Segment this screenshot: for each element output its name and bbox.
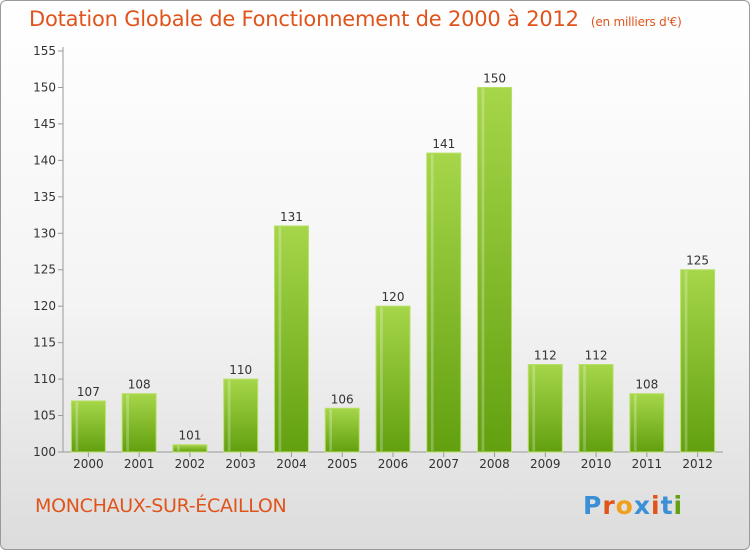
x-tick-label: 2006: [378, 457, 409, 471]
y-tick-label: 140: [33, 153, 56, 167]
axes: 100 105 110 115 120 125 130 135 140 145 150 155 2000…: [33, 44, 723, 471]
bar: [172, 444, 208, 453]
logo-letter: P: [583, 491, 603, 520]
x-tick-label: 2002: [175, 457, 206, 471]
data-label: 150: [483, 71, 506, 85]
data-label: 141: [432, 137, 455, 151]
x-tick-label: 2007: [428, 457, 459, 471]
bar: [527, 364, 563, 453]
logo-letter: t: [660, 491, 674, 520]
chart-title: Dotation Globale de Fonctionnement de 20…: [29, 7, 682, 31]
logo-letter: i: [673, 491, 684, 520]
logo-letter: i: [651, 491, 661, 520]
bar: [426, 152, 462, 453]
bar: [223, 378, 259, 453]
data-label: 120: [382, 290, 405, 304]
bar: [680, 269, 716, 453]
chart-unit: (en milliers d'€): [590, 15, 682, 29]
y-tick-label: 105: [33, 409, 56, 423]
bar: [578, 364, 614, 453]
data-label: 108: [635, 378, 658, 392]
x-tick-label: 2001: [124, 457, 155, 471]
bar-highlight: [633, 394, 637, 451]
logo-letter: x: [633, 491, 651, 520]
x-tick-label: 2003: [225, 457, 256, 471]
y-tick-label: 115: [33, 336, 56, 350]
bar: [629, 393, 665, 453]
x-tick-label: 2008: [479, 457, 510, 471]
data-label: 125: [686, 254, 709, 268]
bar-highlight: [481, 88, 485, 452]
x-tick-label: 2011: [632, 457, 663, 471]
bar-highlight: [227, 380, 231, 451]
x-tick-label: 2000: [73, 457, 104, 471]
bar: [477, 86, 513, 453]
bar: [121, 393, 157, 453]
bar-highlight: [684, 270, 688, 451]
bar: [273, 225, 309, 453]
logo-letter: o: [615, 491, 634, 520]
y-tick-label: 135: [33, 190, 56, 204]
bar-highlight: [532, 365, 536, 451]
data-label: 101: [178, 429, 201, 443]
y-tick-label: 130: [33, 226, 56, 240]
x-tick-label: 2010: [581, 457, 612, 471]
y-tick-label: 100: [33, 445, 56, 459]
y-tick-label: 150: [33, 80, 56, 94]
bar-highlight: [126, 394, 129, 451]
bar-highlight: [380, 307, 383, 451]
y-tick-label: 120: [33, 299, 56, 313]
y-tick-label: 110: [33, 372, 56, 386]
data-label: 108: [128, 378, 151, 392]
proxiti-logo: Proxiti: [583, 491, 683, 520]
data-label: 107: [77, 385, 100, 399]
data-label: 106: [331, 392, 354, 406]
bar-highlight: [583, 365, 586, 451]
logo-letter: r: [602, 491, 616, 520]
x-tick-label: 2012: [682, 457, 713, 471]
data-label: 112: [534, 349, 557, 363]
y-tick-label: 145: [33, 117, 56, 131]
bars: 107 108 101 110 131 106 120 141 150 112 112 108 125: [70, 71, 716, 453]
bar: [70, 400, 106, 453]
x-tick-label: 2005: [327, 457, 358, 471]
chart-title-text: Dotation Globale de Fonctionnement de 20…: [29, 7, 579, 31]
bar-highlight: [329, 409, 333, 451]
x-tick-label: 2004: [276, 457, 307, 471]
commune-name: MONCHAUX-SUR-ÉCAILLON: [35, 495, 287, 517]
y-tick-label: 125: [33, 263, 56, 277]
data-label: 131: [280, 210, 303, 224]
y-tick-label: 155: [33, 44, 56, 58]
x-tick-label: 2009: [530, 457, 561, 471]
bar: [375, 305, 411, 453]
data-label: 112: [585, 349, 608, 363]
bar-highlight: [75, 401, 79, 451]
bar-highlight: [430, 154, 434, 451]
bar-highlight: [278, 226, 282, 451]
bar-highlight: [177, 445, 180, 451]
data-label: 110: [229, 363, 252, 377]
bar: [324, 407, 360, 453]
